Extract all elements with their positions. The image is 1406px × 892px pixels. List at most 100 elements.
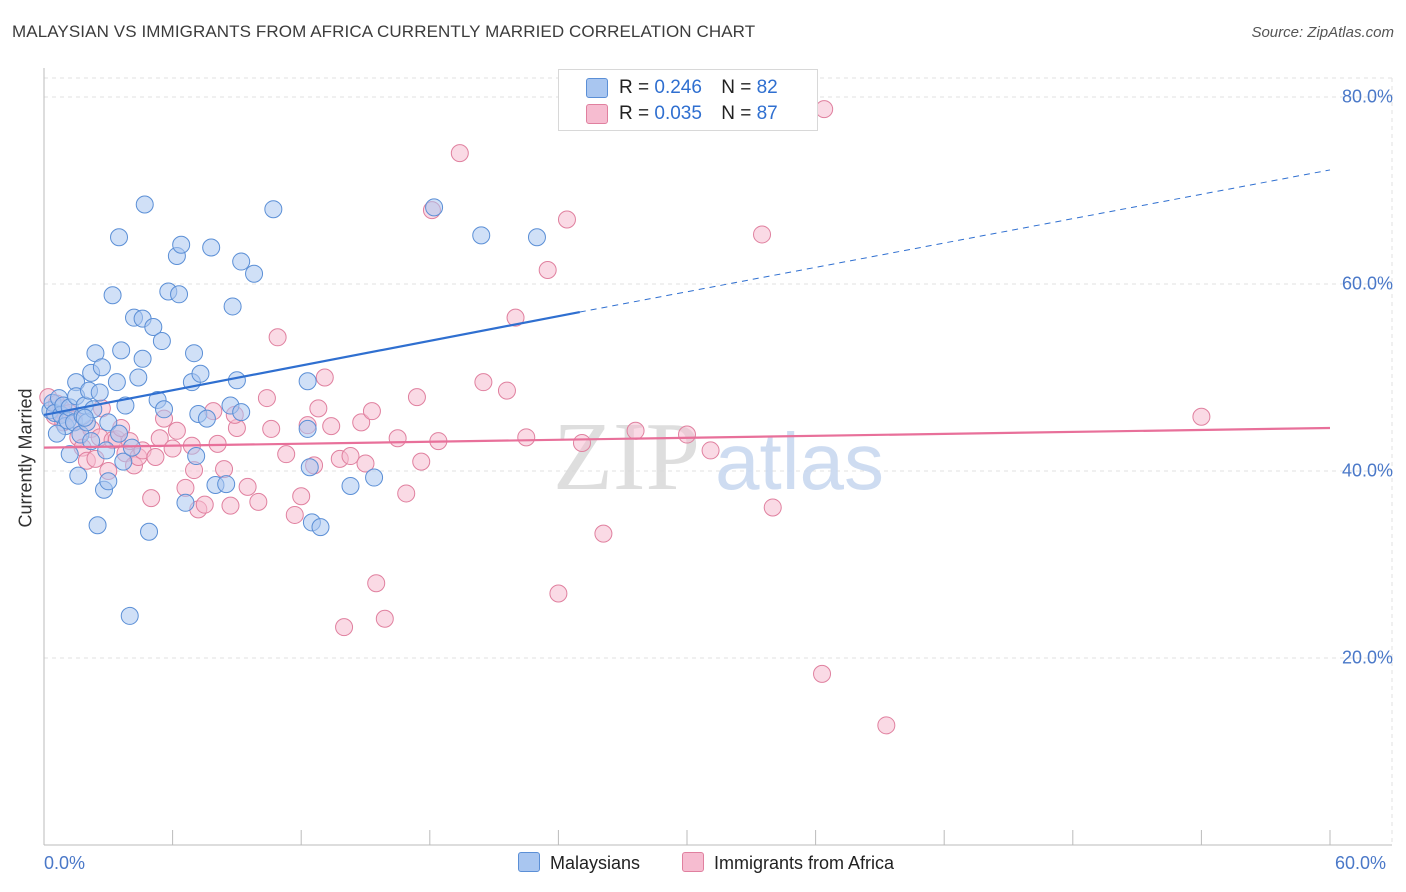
data-point-malaysians: [298, 419, 317, 438]
r-label: R =: [619, 103, 650, 124]
data-point-immigrants: [412, 452, 431, 471]
watermark-atlas: atlas: [715, 417, 884, 506]
data-point-immigrants: [322, 417, 341, 436]
data-point-malaysians: [245, 264, 264, 283]
data-point-malaysians: [527, 228, 546, 247]
legend-label-immigrants: Immigrants from Africa: [714, 853, 895, 873]
data-point-immigrants: [167, 421, 186, 440]
data-point-immigrants: [763, 498, 782, 517]
data-point-malaysians: [82, 432, 101, 451]
data-point-malaysians: [176, 493, 195, 512]
data-point-immigrants: [268, 328, 287, 347]
data-point-immigrants: [352, 413, 371, 432]
data-point-malaysians: [99, 413, 118, 432]
trend-lines: [43, 169, 1331, 449]
data-point-malaysians: [92, 358, 111, 377]
legend-swatch-immigrants: [586, 104, 608, 124]
data-point-immigrants: [701, 441, 720, 460]
r-value: 0.246: [654, 77, 702, 98]
correlation-legend: R = 0.246 N = 82 R = 0.035 N = 87: [558, 69, 818, 131]
bottom-legend-immigrants: Immigrants from Africa: [682, 852, 894, 874]
data-point-immigrants: [538, 260, 557, 279]
data-point-malaysians: [365, 468, 384, 487]
data-point-immigrants: [517, 428, 536, 447]
data-point-immigrants: [815, 100, 834, 119]
data-point-malaysians: [88, 516, 107, 535]
data-point-malaysians: [97, 441, 116, 460]
data-point-immigrants: [285, 505, 304, 524]
data-point-immigrants: [474, 373, 493, 392]
legend-swatch-malaysians: [518, 852, 540, 872]
data-point-immigrants: [195, 495, 214, 514]
data-point-immigrants: [549, 584, 568, 603]
data-point-malaysians: [232, 403, 251, 422]
data-point-malaysians: [99, 472, 118, 491]
data-point-immigrants: [315, 368, 334, 387]
data-point-malaysians: [298, 372, 317, 391]
data-point-immigrants: [215, 460, 234, 479]
legend-swatch-malaysians: [586, 78, 608, 98]
data-point-malaysians: [135, 195, 154, 214]
n-value: 87: [756, 103, 778, 124]
data-point-malaysians: [172, 235, 191, 254]
y-tick-label: 20.0%: [1341, 647, 1393, 668]
data-point-malaysians: [120, 606, 139, 625]
data-point-immigrants: [176, 478, 195, 497]
data-point-malaysians: [217, 475, 236, 494]
data-point-immigrants: [375, 609, 394, 628]
source-label: Source: ZipAtlas.com: [1251, 24, 1394, 41]
data-point-malaysians: [197, 409, 216, 428]
data-point-malaysians: [144, 318, 163, 337]
data-point-malaysians: [116, 396, 135, 415]
axes: [43, 68, 1392, 846]
data-point-malaysians: [103, 286, 122, 305]
n-label: N =: [721, 77, 752, 98]
data-point-immigrants: [877, 716, 896, 735]
data-point-malaysians: [122, 438, 141, 457]
data-point-malaysians: [191, 364, 210, 383]
data-point-immigrants: [277, 445, 296, 464]
watermark: ZIP atlas: [553, 403, 884, 511]
data-point-immigrants: [678, 425, 696, 444]
data-point-immigrants: [249, 492, 268, 511]
data-point-immigrants: [397, 484, 416, 503]
bottom-legend-malaysians: Malaysians: [518, 852, 640, 874]
data-point-malaysians: [60, 445, 79, 464]
series-malaysians-points: [41, 195, 546, 625]
data-point-immigrants: [388, 429, 407, 448]
y-tick-label: 80.0%: [1341, 86, 1393, 107]
r-value: 0.035: [654, 103, 702, 124]
y-tick-label: 60.0%: [1341, 273, 1393, 294]
data-point-immigrants: [407, 388, 426, 407]
trend-line-malaysians-extension: [579, 169, 1331, 313]
data-point-malaysians: [75, 408, 94, 427]
data-point-immigrants: [142, 489, 161, 508]
data-point-immigrants: [362, 402, 381, 421]
data-point-immigrants: [506, 308, 525, 327]
data-point-malaysians: [133, 349, 152, 368]
data-point-immigrants: [594, 524, 613, 543]
data-point-malaysians: [202, 238, 221, 257]
data-point-malaysians: [185, 344, 204, 363]
chart-title: MALAYSIAN VS IMMIGRANTS FROM AFRICA CURR…: [12, 22, 756, 41]
data-point-malaysians: [140, 522, 159, 541]
data-point-immigrants: [1192, 407, 1211, 426]
trend-line-immigrants: [43, 426, 1331, 449]
data-point-immigrants: [753, 225, 772, 244]
trend-line-malaysians: [43, 310, 581, 416]
data-point-malaysians: [110, 424, 129, 443]
data-point-immigrants: [367, 574, 386, 593]
data-point-immigrants: [341, 447, 360, 466]
data-point-malaysians: [152, 332, 171, 351]
data-point-malaysians: [69, 466, 88, 485]
data-point-malaysians: [187, 447, 206, 466]
data-point-immigrants: [626, 421, 645, 440]
data-point-malaysians: [47, 424, 66, 443]
data-point-immigrants: [163, 439, 182, 458]
x-tick-max: 60.0%: [1335, 853, 1387, 873]
data-point-immigrants: [335, 618, 354, 637]
data-point-malaysians: [112, 341, 131, 360]
data-point-malaysians: [107, 373, 126, 392]
data-point-malaysians: [227, 371, 246, 390]
data-point-immigrants: [356, 454, 375, 473]
